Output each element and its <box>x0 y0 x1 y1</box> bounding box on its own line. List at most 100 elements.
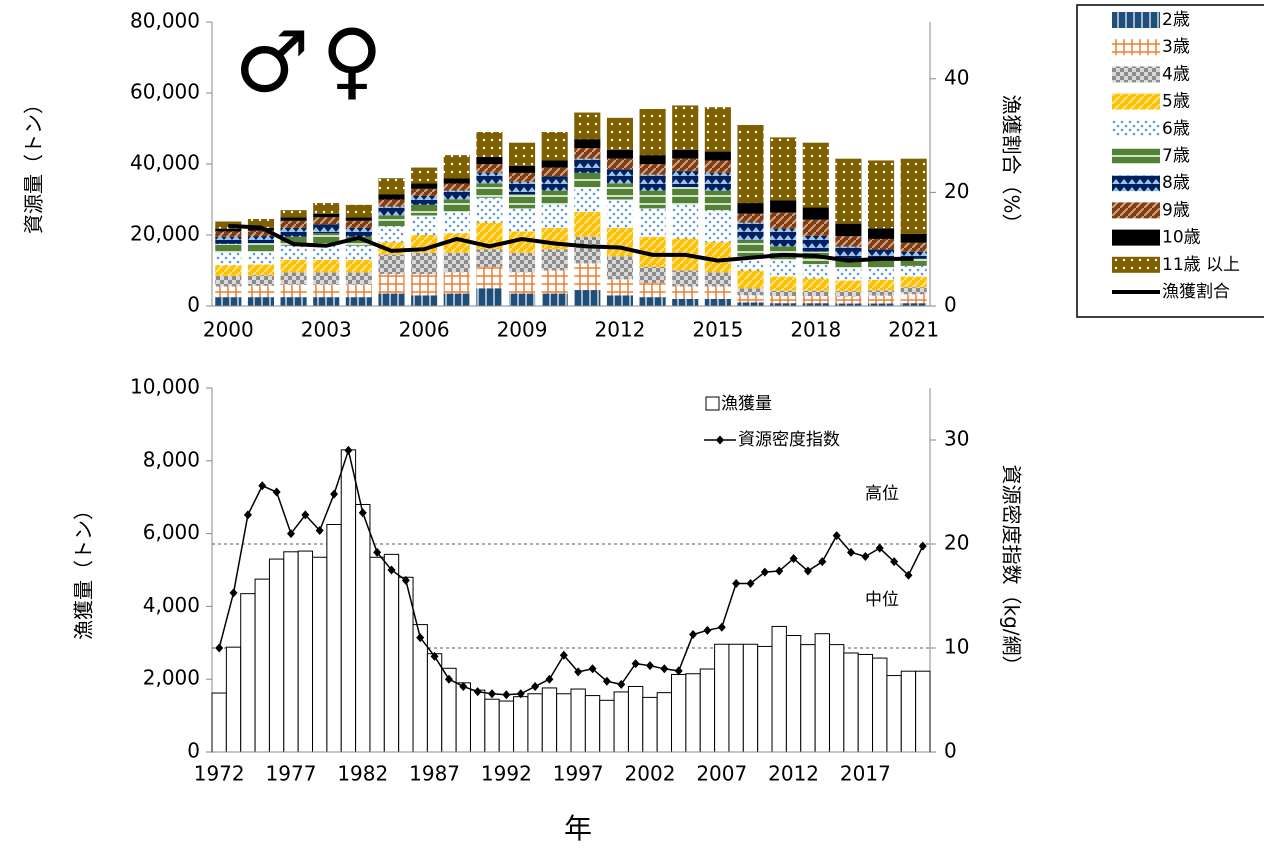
bar <box>484 698 500 753</box>
bar <box>704 151 731 161</box>
bar <box>737 213 764 223</box>
bar <box>737 240 764 257</box>
bar <box>247 275 275 286</box>
legend-label: 5歳 <box>1162 92 1190 112</box>
x-tick-label: 2012 <box>768 762 819 786</box>
bar <box>802 264 829 279</box>
x-tick-label: 1987 <box>409 762 460 786</box>
bar <box>770 200 797 213</box>
bar <box>867 279 895 291</box>
bar <box>443 272 470 294</box>
bar <box>443 155 470 179</box>
bar <box>802 235 829 252</box>
bar <box>867 160 895 229</box>
bar <box>802 290 829 297</box>
legend-label: 4歳 <box>1162 64 1190 84</box>
line-marker <box>272 487 281 497</box>
legend-swatch <box>1112 120 1160 137</box>
bar <box>378 178 405 195</box>
male-symbol: ♂ <box>234 13 309 111</box>
bar <box>508 172 536 182</box>
bar <box>313 259 340 273</box>
bar <box>671 673 687 753</box>
bar <box>606 227 634 257</box>
bar <box>411 204 438 216</box>
x-tick-label: 2000 <box>203 318 254 342</box>
bar <box>867 238 895 250</box>
x-tick-label: 1972 <box>194 762 245 786</box>
y2-tick-label: 10 <box>944 635 969 659</box>
bar <box>672 105 699 150</box>
bar <box>900 251 927 259</box>
bar <box>313 284 340 298</box>
bar <box>508 293 536 306</box>
line-marker <box>459 681 468 691</box>
y-tick-label: 4,000 <box>143 593 200 617</box>
bar <box>313 203 340 214</box>
legend-swatch <box>1112 229 1160 246</box>
bar <box>443 178 470 184</box>
y2-tick-label: 20 <box>944 531 969 555</box>
bar <box>476 172 503 184</box>
line-marker <box>875 543 884 553</box>
bar <box>606 256 634 280</box>
bar <box>704 286 731 299</box>
legend-label: 3歳 <box>1162 37 1190 57</box>
bar <box>513 696 529 753</box>
bar <box>297 550 314 753</box>
bar <box>900 303 927 306</box>
bar <box>639 190 666 209</box>
line-marker <box>703 625 712 635</box>
bar <box>411 215 438 235</box>
line-marker <box>645 661 654 671</box>
line-marker <box>775 566 784 576</box>
line-marker <box>229 588 238 598</box>
legend-label: 6歳 <box>1162 119 1190 139</box>
x-tick-label: 2002 <box>625 762 676 786</box>
line-marker <box>918 541 927 551</box>
bar <box>476 288 503 306</box>
bar <box>867 295 895 304</box>
y-tick-label: 0 <box>187 739 200 763</box>
bar <box>800 644 816 753</box>
bar <box>541 167 568 177</box>
legend-swatch <box>1112 39 1160 56</box>
legend-swatch <box>1112 202 1160 219</box>
bar <box>476 183 503 198</box>
bar <box>704 107 731 152</box>
bar <box>313 243 340 260</box>
y2-tick-label: 0 <box>944 739 957 763</box>
bar <box>280 217 307 221</box>
bar <box>900 242 927 252</box>
bar <box>886 675 902 753</box>
bar <box>835 303 862 306</box>
x-tick-label: 1982 <box>337 762 388 786</box>
bar <box>639 155 666 164</box>
bar <box>476 164 503 173</box>
bar <box>280 245 307 260</box>
bar <box>737 295 764 303</box>
bar <box>411 274 438 296</box>
bar <box>247 219 275 228</box>
bar <box>215 252 242 266</box>
bar <box>802 207 829 220</box>
legend-swatch <box>1112 12 1160 28</box>
bar <box>469 689 486 753</box>
bar <box>835 158 862 224</box>
bar <box>345 227 372 237</box>
bar <box>737 222 764 241</box>
bar <box>757 645 773 753</box>
bar <box>770 276 797 291</box>
bar <box>411 195 438 205</box>
bar <box>247 243 275 253</box>
bar <box>411 252 438 275</box>
line-marker <box>818 557 827 567</box>
bar <box>476 249 503 267</box>
bar <box>642 696 658 753</box>
y-tick-label: 40,000 <box>130 151 200 175</box>
bar <box>345 236 372 246</box>
line-marker <box>847 547 856 557</box>
x-tick-label: 2006 <box>399 318 450 342</box>
line-marker <box>559 650 568 660</box>
bar <box>843 652 859 753</box>
